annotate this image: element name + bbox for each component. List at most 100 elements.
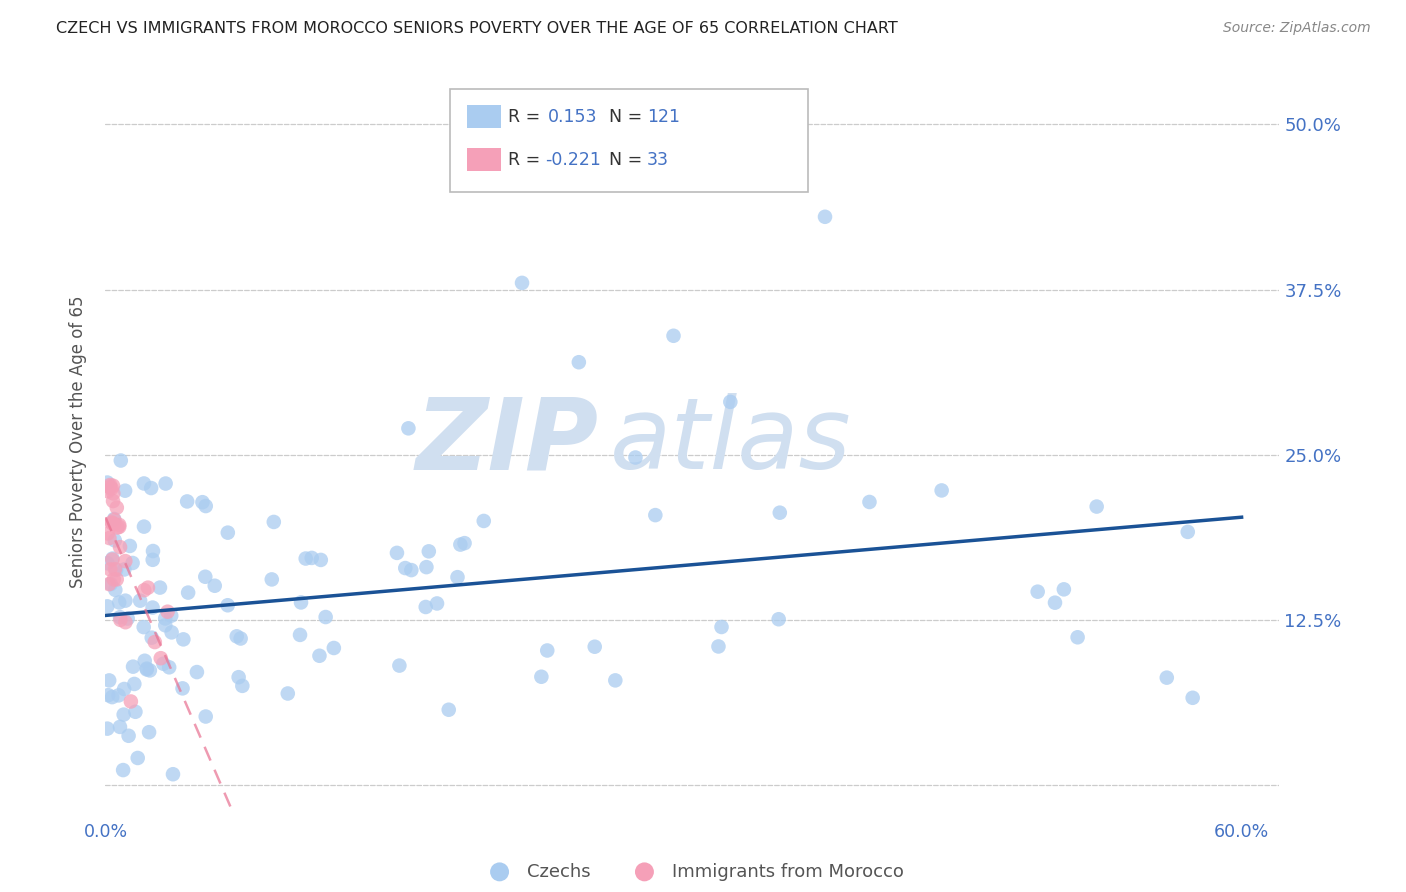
Point xyxy=(510,276,533,290)
Point xyxy=(110,613,132,627)
Point xyxy=(136,581,159,595)
Text: Source: ZipAtlas.com: Source: ZipAtlas.com xyxy=(1223,21,1371,35)
Point xyxy=(96,556,118,570)
Point xyxy=(134,654,156,668)
Point xyxy=(229,632,252,646)
Y-axis label: Seniors Poverty Over the Age of 65: Seniors Poverty Over the Age of 65 xyxy=(69,295,87,588)
Point xyxy=(96,475,118,490)
Point xyxy=(101,494,124,508)
Point xyxy=(124,705,146,719)
Point xyxy=(1026,584,1049,599)
Point xyxy=(101,690,124,705)
Point xyxy=(138,725,160,739)
Point xyxy=(96,599,118,614)
Point xyxy=(110,453,132,467)
Point xyxy=(101,516,124,531)
Point xyxy=(103,573,125,587)
Point xyxy=(114,483,136,498)
Point xyxy=(160,625,183,640)
Text: 0.153: 0.153 xyxy=(548,108,598,126)
Point xyxy=(112,681,135,696)
Point xyxy=(124,677,146,691)
Point xyxy=(415,560,437,574)
Point xyxy=(415,599,437,614)
Point xyxy=(142,553,165,567)
Point xyxy=(536,643,558,657)
Point xyxy=(105,500,128,515)
Point xyxy=(132,476,155,491)
Point xyxy=(132,620,155,634)
Point xyxy=(160,608,183,623)
Point xyxy=(97,526,120,541)
Point xyxy=(127,751,149,765)
Point xyxy=(104,533,127,548)
Point xyxy=(120,694,142,708)
Point xyxy=(139,481,162,495)
Point xyxy=(1053,582,1076,597)
Point xyxy=(98,478,121,492)
Point xyxy=(155,618,177,632)
Point xyxy=(135,663,157,677)
Point xyxy=(277,686,299,700)
Point xyxy=(385,546,408,560)
Point xyxy=(152,657,174,671)
Point xyxy=(437,703,460,717)
Point xyxy=(194,570,217,584)
Point xyxy=(530,670,553,684)
Point xyxy=(177,585,200,599)
Point xyxy=(122,659,145,673)
Point xyxy=(98,673,121,688)
Point xyxy=(315,610,337,624)
Point xyxy=(114,593,136,607)
Text: R =: R = xyxy=(508,108,546,126)
Point xyxy=(1043,596,1066,610)
Point xyxy=(449,538,471,552)
Point xyxy=(108,610,131,624)
Point xyxy=(710,620,733,634)
Point xyxy=(98,480,121,494)
Point xyxy=(108,518,131,533)
Point xyxy=(104,582,127,597)
Point xyxy=(662,328,685,343)
Point xyxy=(103,486,125,500)
Point xyxy=(194,709,217,723)
Point xyxy=(108,720,131,734)
Point xyxy=(322,640,344,655)
Point xyxy=(194,499,217,513)
Point xyxy=(101,551,124,566)
Point xyxy=(162,767,184,781)
Point xyxy=(301,550,323,565)
Point xyxy=(118,539,141,553)
Point xyxy=(605,673,627,688)
Point xyxy=(108,520,131,534)
Point xyxy=(309,553,332,567)
Point xyxy=(186,665,208,679)
Point xyxy=(446,570,468,584)
Point xyxy=(149,651,172,665)
Point xyxy=(142,544,165,558)
Point xyxy=(204,579,226,593)
Point xyxy=(100,516,122,530)
Point xyxy=(103,512,125,526)
Point xyxy=(769,506,792,520)
Point xyxy=(172,681,194,696)
Point xyxy=(191,495,214,509)
Point xyxy=(112,562,135,576)
Point xyxy=(472,514,495,528)
Point xyxy=(718,395,741,409)
Point xyxy=(1177,524,1199,539)
Point xyxy=(931,483,953,498)
Point xyxy=(308,648,330,663)
Point xyxy=(814,210,837,224)
Point xyxy=(134,583,156,598)
Point xyxy=(401,563,423,577)
Point xyxy=(231,679,253,693)
Point xyxy=(1066,630,1088,644)
Point xyxy=(96,722,118,736)
Point xyxy=(418,544,440,558)
Point xyxy=(1156,671,1178,685)
Point xyxy=(228,670,250,684)
Point xyxy=(101,479,124,493)
Point xyxy=(768,612,790,626)
Point xyxy=(105,563,128,577)
